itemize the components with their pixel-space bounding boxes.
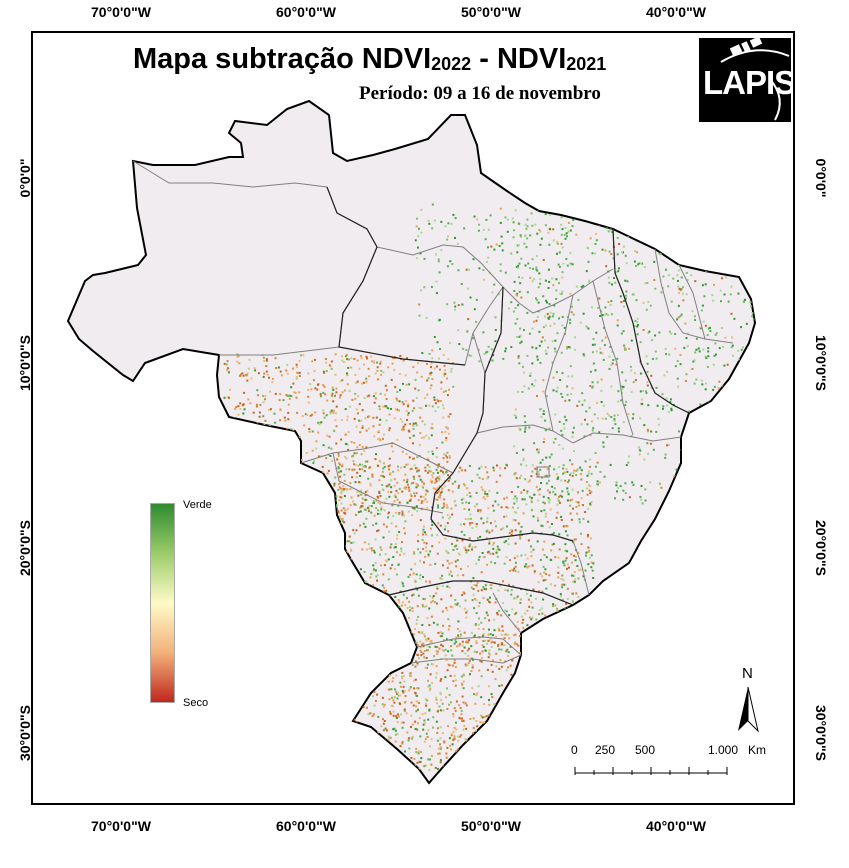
satellite-icon — [720, 38, 790, 121]
region-border — [388, 580, 574, 606]
scale-tick-250: 250 — [595, 743, 616, 757]
scale-bar-line — [574, 767, 728, 775]
brazil-map — [66, 99, 757, 785]
north-arrow-icon — [738, 686, 759, 733]
region-border — [326, 186, 466, 366]
scale-tick-500: 500 — [635, 743, 656, 757]
scale-tick-1000: 1.000 — [708, 743, 739, 757]
lon-label-bottom-60w: 60°0'0"W — [276, 818, 336, 834]
region-border — [612, 228, 690, 414]
state-border — [472, 332, 486, 374]
state-border — [592, 280, 634, 436]
legend-label-seco: Seco — [183, 697, 209, 709]
title-year-b: 2021 — [566, 54, 607, 74]
state-border — [219, 346, 340, 356]
lon-label-bottom-50w: 50°0'0"W — [461, 818, 521, 834]
title-year-a: 2022 — [431, 54, 472, 74]
map-title: Mapa subtração NDVI2022 - NDVI2021 — [133, 43, 606, 76]
north-label: N — [742, 665, 753, 682]
map-subtitle: Período: 09 a 16 de novembro — [359, 83, 601, 104]
state-border — [544, 294, 574, 432]
ndvi-dots — [223, 203, 755, 775]
lat-label-right-30s: 30°0'0"S — [813, 704, 829, 762]
state-border — [376, 244, 504, 288]
legend-label-verde: Verde — [183, 499, 212, 511]
state-border — [332, 452, 444, 514]
lat-label-right-0: 0°0'0" — [813, 158, 829, 198]
title-main: Mapa subtração NDVI — [133, 43, 432, 75]
lon-label-bottom-70w: 70°0'0"W — [91, 818, 151, 834]
state-border — [492, 592, 522, 634]
lon-label-top-50w: 50°0'0"W — [461, 4, 521, 20]
title-separator: - NDVI — [471, 43, 567, 75]
region-border — [452, 286, 504, 474]
state-border — [572, 432, 682, 444]
lon-label-bottom-40w: 40°0'0"W — [646, 818, 706, 834]
brazil-outline — [66, 99, 757, 785]
lon-label-top-40w: 40°0'0"W — [646, 4, 706, 20]
scale-unit: Km — [748, 743, 766, 757]
region-borders — [326, 186, 690, 606]
state-border — [416, 636, 522, 656]
state-border — [410, 654, 522, 664]
lapis-logo: LAPIS — [699, 38, 793, 122]
state-border — [654, 248, 734, 344]
scale-tick-0: 0 — [571, 743, 578, 757]
lon-label-top-60w: 60°0'0"W — [276, 4, 336, 20]
lat-label-right-10s: 10°0'0"S — [813, 334, 829, 392]
north-arrow: N — [733, 665, 763, 737]
legend-color-ramp — [150, 503, 175, 703]
lat-label-right-20s: 20°0'0"S — [813, 519, 829, 577]
map-frame: Mapa subtração NDVI2022 - NDVI2021 Perío… — [31, 31, 795, 805]
state-border — [572, 540, 590, 596]
state-border — [536, 466, 550, 478]
lon-label-top-70w: 70°0'0"W — [91, 4, 151, 20]
region-border — [430, 472, 574, 542]
state-border — [678, 264, 706, 340]
scale-bar: 0 250 500 1.000 Km — [553, 743, 773, 783]
state-border — [132, 160, 328, 188]
